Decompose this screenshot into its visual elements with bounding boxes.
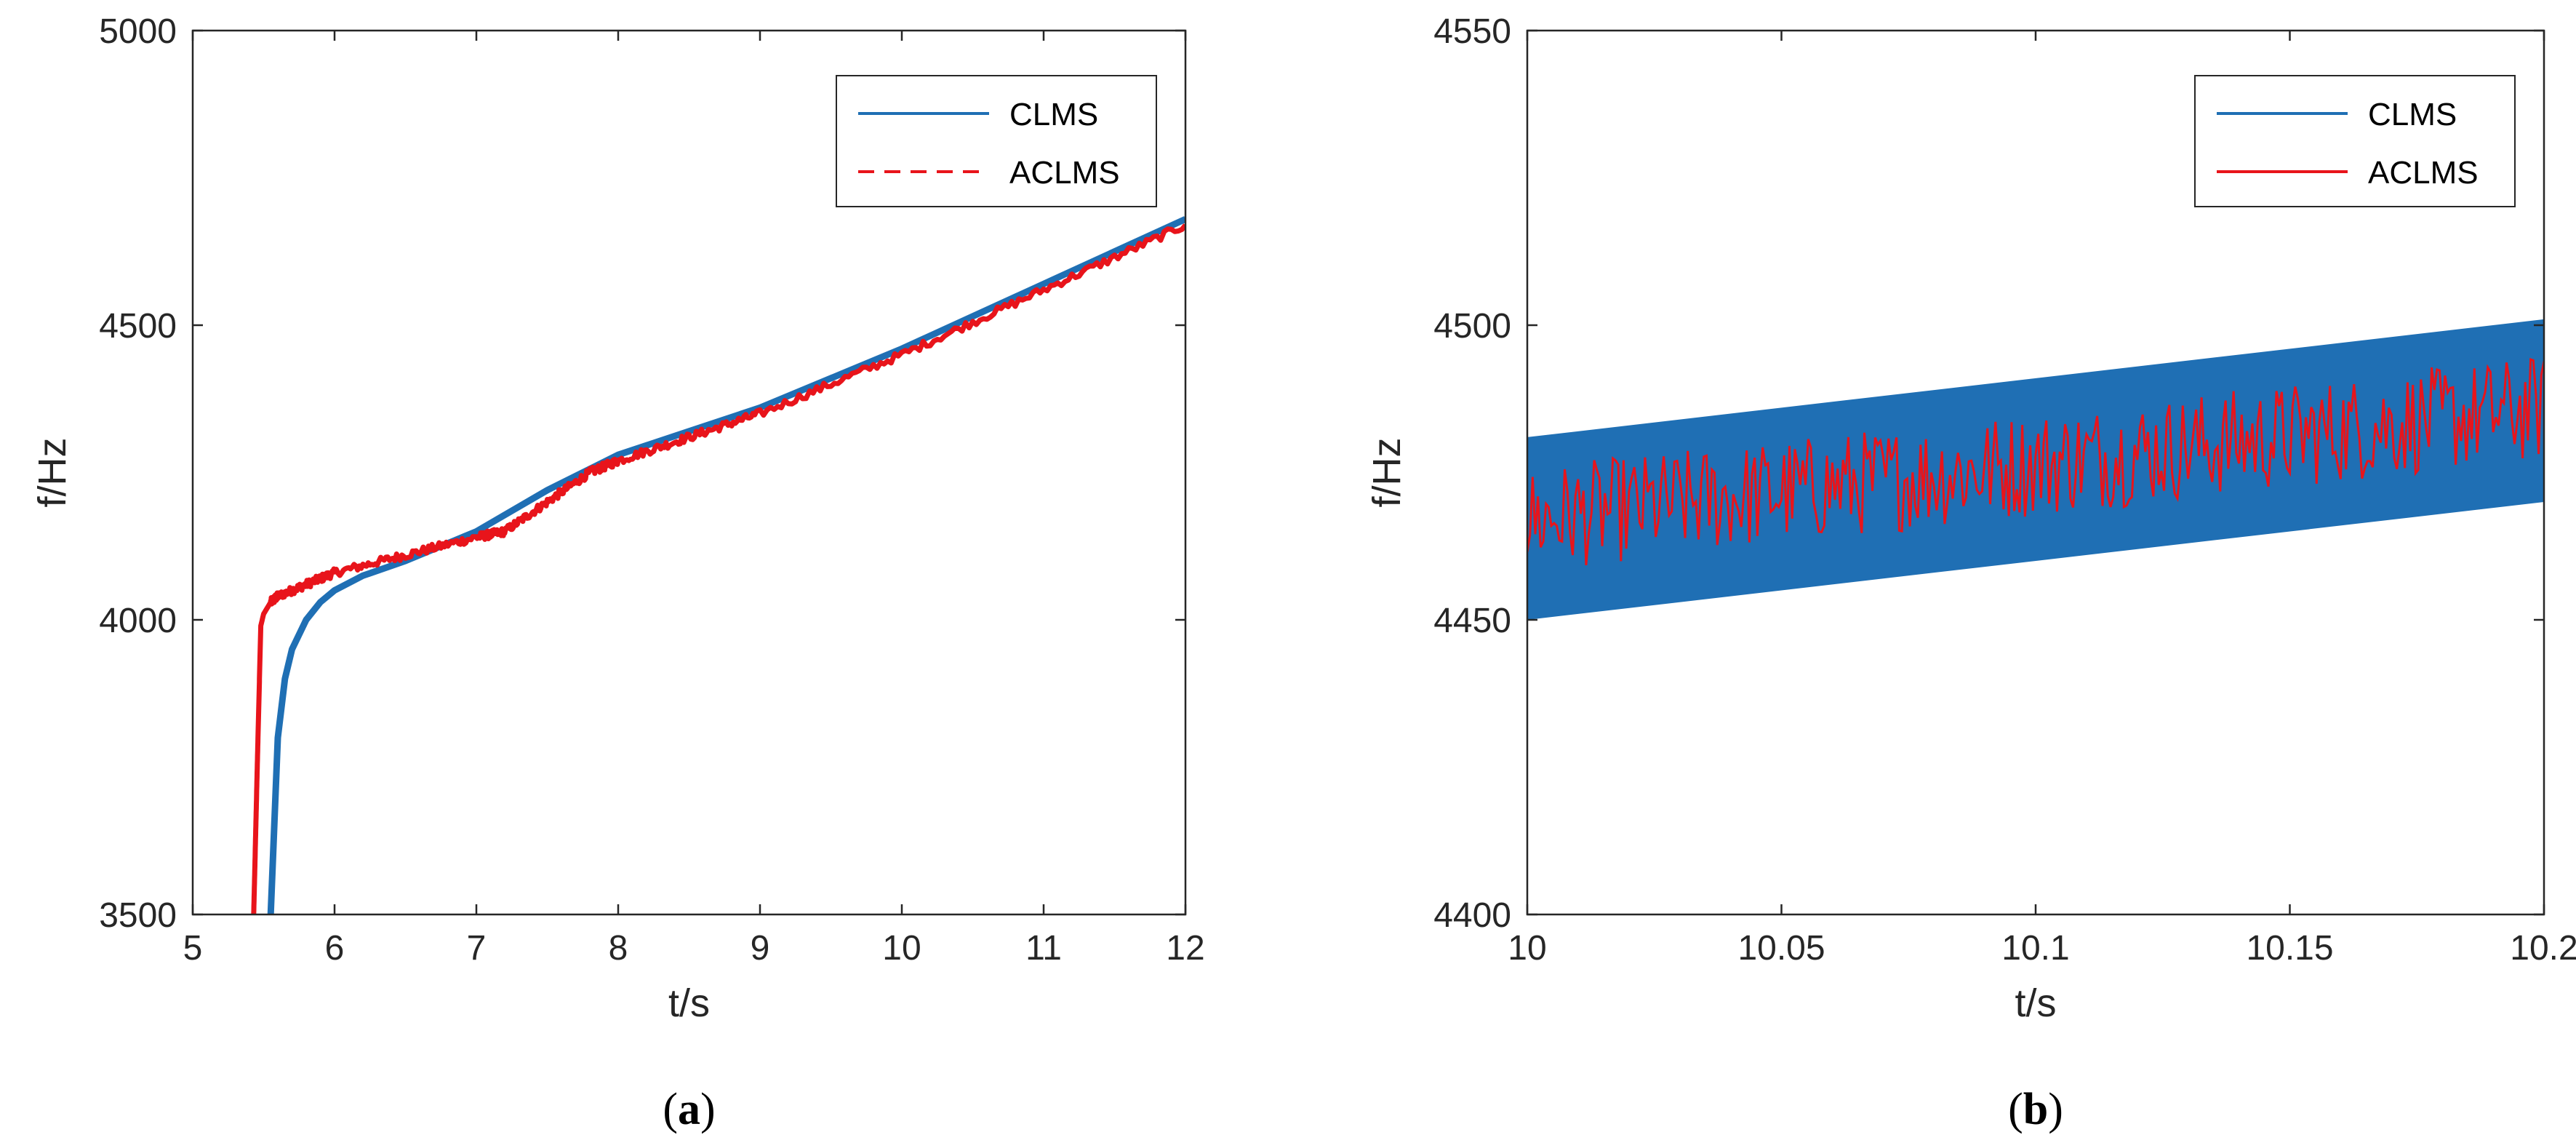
legend: CLMS ACLMS (836, 75, 1157, 207)
panel-caption: (b) (2008, 1085, 2063, 1134)
caption-close-paren: ) (2048, 1085, 2063, 1134)
x-tick-label: 6 (325, 929, 345, 968)
legend-box (836, 75, 1157, 207)
caption-letter: b (2023, 1085, 2048, 1134)
x-tick-label: 9 (751, 929, 770, 968)
y-axis-label: f/Hz (31, 437, 74, 507)
caption-close-paren: ) (700, 1085, 716, 1134)
y-tick-label: 4500 (1433, 307, 1511, 346)
x-tick-label: 10 (1508, 929, 1546, 968)
plot-area (251, 216, 1185, 914)
caption-open-paren: ( (663, 1085, 678, 1134)
y-axis-label: f/Hz (1365, 437, 1409, 507)
legend-label: ACLMS (1009, 155, 1120, 191)
chart-panel-a: 5 6 7 8 9 10 11 12 3500 4000 4500 5000 t/s f/Hz CLMS AC… (31, 12, 1205, 1134)
x-tick-label: 10.2 (2510, 929, 2576, 968)
series-aclms-line (251, 223, 1185, 914)
series-aclms-line (1527, 358, 2544, 566)
y-tick-label: 4450 (1433, 602, 1511, 640)
x-tick-label: 10.1 (2001, 929, 2069, 968)
x-tick-label: 12 (1166, 929, 1204, 968)
series-clms-line (267, 216, 1185, 914)
legend-label: ACLMS (2368, 155, 2479, 191)
legend-label: CLMS (1009, 97, 1098, 132)
x-axis-label: t/s (668, 981, 710, 1025)
y-tick-label: 4000 (99, 602, 177, 640)
x-tick-label: 10.05 (1737, 929, 1825, 968)
chart-panel-b: 10 10.05 10.1 10.15 10.2 4400 4450 4500 4550 t/s f… (1365, 12, 2576, 1134)
legend-label: CLMS (2368, 97, 2457, 132)
y-tick-label: 4400 (1433, 896, 1511, 935)
caption-open-paren: ( (2008, 1085, 2023, 1134)
x-tick-label: 10.15 (2246, 929, 2333, 968)
x-axis-label: t/s (2015, 981, 2056, 1025)
x-tick-label: 7 (467, 929, 487, 968)
x-tick-label: 5 (183, 929, 203, 968)
y-tick-label: 4550 (1433, 12, 1511, 51)
plot-area (1527, 319, 2544, 620)
y-tick-label: 5000 (99, 12, 177, 51)
panel-caption: (a) (663, 1085, 715, 1134)
caption-letter: a (678, 1085, 700, 1134)
axes-box (191, 29, 1187, 916)
x-tick-label: 8 (609, 929, 628, 968)
x-tick-label: 11 (1025, 929, 1062, 968)
legend: CLMS ACLMS (2194, 75, 2516, 207)
y-tick-label: 4500 (99, 307, 177, 346)
legend-box (2194, 75, 2516, 207)
y-tick-label: 3500 (99, 896, 177, 935)
x-tick-label: 10 (882, 929, 921, 968)
